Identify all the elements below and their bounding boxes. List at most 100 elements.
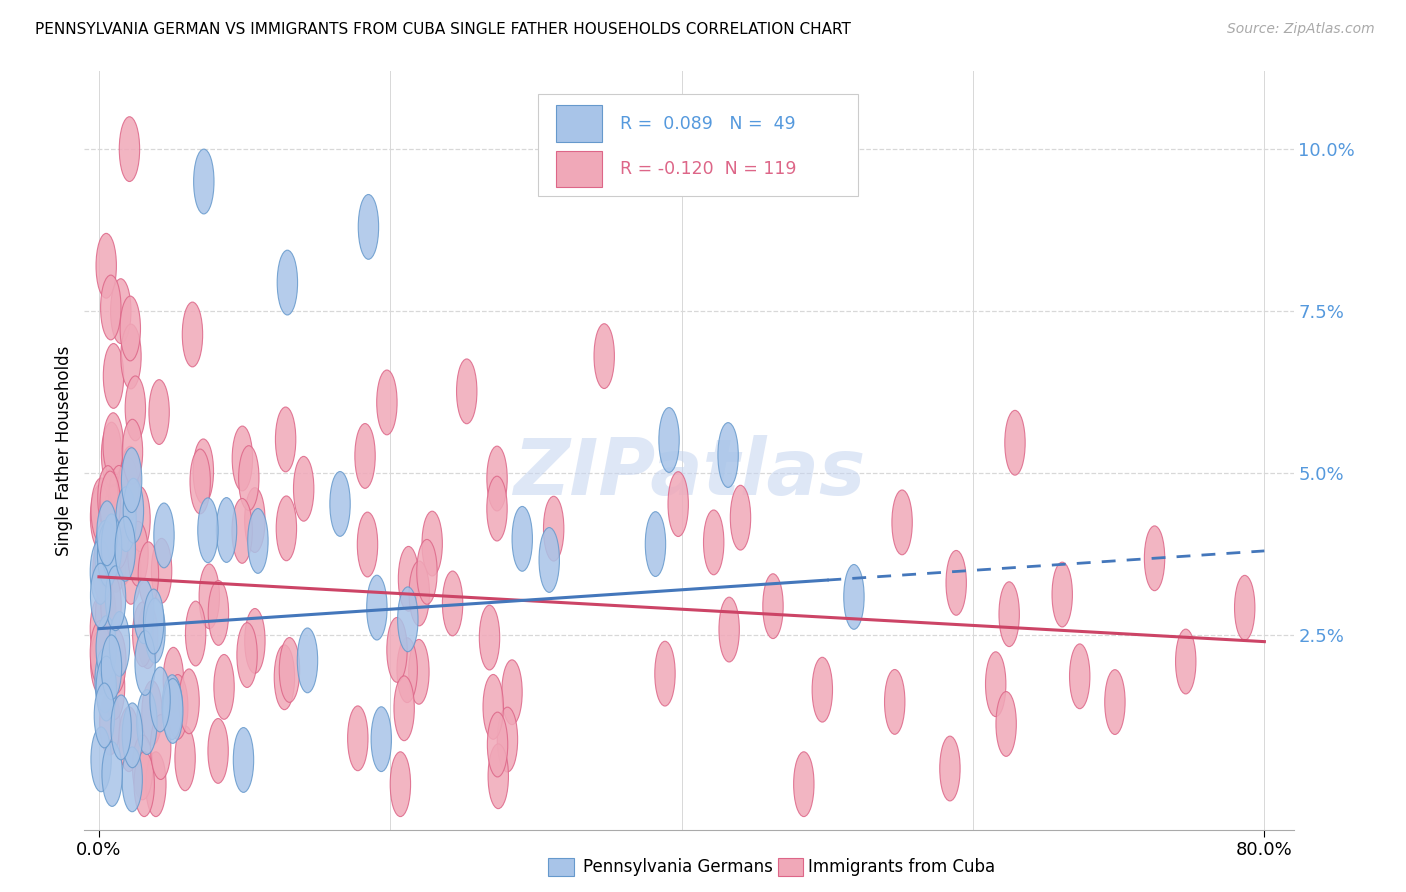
Ellipse shape bbox=[484, 674, 503, 739]
Ellipse shape bbox=[100, 690, 120, 756]
Ellipse shape bbox=[103, 343, 124, 409]
Ellipse shape bbox=[142, 681, 162, 746]
Ellipse shape bbox=[200, 564, 219, 629]
Ellipse shape bbox=[367, 575, 387, 640]
Ellipse shape bbox=[145, 599, 165, 663]
Ellipse shape bbox=[1052, 562, 1073, 627]
Ellipse shape bbox=[163, 679, 183, 743]
Ellipse shape bbox=[1070, 644, 1090, 709]
Ellipse shape bbox=[132, 602, 153, 666]
Ellipse shape bbox=[146, 752, 166, 816]
Ellipse shape bbox=[118, 706, 139, 772]
Ellipse shape bbox=[502, 660, 522, 724]
Ellipse shape bbox=[125, 376, 146, 441]
Ellipse shape bbox=[1005, 410, 1025, 475]
Ellipse shape bbox=[479, 605, 499, 670]
Ellipse shape bbox=[90, 540, 111, 605]
Ellipse shape bbox=[245, 488, 266, 552]
Ellipse shape bbox=[416, 540, 437, 604]
Ellipse shape bbox=[488, 712, 508, 777]
Ellipse shape bbox=[387, 617, 408, 682]
Ellipse shape bbox=[101, 469, 121, 534]
Ellipse shape bbox=[232, 499, 252, 563]
Ellipse shape bbox=[163, 648, 184, 712]
Ellipse shape bbox=[120, 117, 139, 182]
Ellipse shape bbox=[347, 706, 368, 771]
Ellipse shape bbox=[98, 466, 118, 531]
Ellipse shape bbox=[90, 621, 111, 685]
Ellipse shape bbox=[121, 540, 141, 604]
Ellipse shape bbox=[297, 628, 318, 693]
Text: Source: ZipAtlas.com: Source: ZipAtlas.com bbox=[1227, 22, 1375, 37]
Text: Immigrants from Cuba: Immigrants from Cuba bbox=[808, 858, 995, 876]
Ellipse shape bbox=[138, 541, 159, 607]
Ellipse shape bbox=[718, 423, 738, 487]
Ellipse shape bbox=[498, 707, 517, 772]
Ellipse shape bbox=[93, 537, 114, 602]
Ellipse shape bbox=[150, 714, 172, 780]
Ellipse shape bbox=[121, 448, 142, 513]
Ellipse shape bbox=[90, 597, 111, 661]
Ellipse shape bbox=[136, 690, 157, 755]
Text: PENNSYLVANIA GERMAN VS IMMIGRANTS FROM CUBA SINGLE FATHER HOUSEHOLDS CORRELATION: PENNSYLVANIA GERMAN VS IMMIGRANTS FROM C… bbox=[35, 22, 851, 37]
Ellipse shape bbox=[659, 408, 679, 473]
Ellipse shape bbox=[214, 655, 235, 719]
Ellipse shape bbox=[105, 527, 127, 592]
Ellipse shape bbox=[544, 496, 564, 561]
Ellipse shape bbox=[1175, 629, 1197, 694]
Ellipse shape bbox=[108, 466, 129, 530]
Y-axis label: Single Father Households: Single Father Households bbox=[55, 345, 73, 556]
Ellipse shape bbox=[103, 413, 124, 477]
Ellipse shape bbox=[97, 501, 117, 566]
Text: ZIPatlas: ZIPatlas bbox=[513, 435, 865, 511]
Ellipse shape bbox=[152, 539, 172, 603]
Ellipse shape bbox=[1105, 670, 1125, 734]
Ellipse shape bbox=[104, 485, 124, 550]
Ellipse shape bbox=[193, 439, 214, 504]
Ellipse shape bbox=[186, 601, 205, 666]
Ellipse shape bbox=[1144, 526, 1164, 591]
Ellipse shape bbox=[995, 691, 1017, 756]
Ellipse shape bbox=[274, 645, 295, 710]
Ellipse shape bbox=[110, 612, 129, 676]
Ellipse shape bbox=[94, 524, 115, 590]
Ellipse shape bbox=[96, 520, 115, 585]
Ellipse shape bbox=[763, 574, 783, 639]
Ellipse shape bbox=[398, 587, 418, 652]
Ellipse shape bbox=[138, 604, 157, 669]
Ellipse shape bbox=[398, 547, 419, 611]
Ellipse shape bbox=[409, 561, 429, 626]
Ellipse shape bbox=[94, 683, 115, 747]
Ellipse shape bbox=[233, 728, 253, 792]
Ellipse shape bbox=[354, 424, 375, 488]
Ellipse shape bbox=[96, 234, 117, 298]
Ellipse shape bbox=[179, 669, 200, 734]
Ellipse shape bbox=[357, 512, 378, 577]
Ellipse shape bbox=[96, 582, 115, 647]
Ellipse shape bbox=[488, 744, 509, 809]
Ellipse shape bbox=[486, 476, 508, 541]
Ellipse shape bbox=[167, 674, 188, 739]
FancyBboxPatch shape bbox=[538, 95, 858, 196]
Ellipse shape bbox=[183, 302, 202, 367]
Ellipse shape bbox=[668, 472, 689, 536]
Ellipse shape bbox=[122, 419, 142, 484]
Ellipse shape bbox=[1000, 582, 1019, 647]
Ellipse shape bbox=[730, 485, 751, 550]
Ellipse shape bbox=[813, 657, 832, 723]
Ellipse shape bbox=[703, 510, 724, 574]
Ellipse shape bbox=[101, 275, 121, 340]
Ellipse shape bbox=[194, 149, 214, 214]
Ellipse shape bbox=[396, 638, 418, 703]
Ellipse shape bbox=[1234, 575, 1256, 640]
Ellipse shape bbox=[330, 472, 350, 536]
Ellipse shape bbox=[394, 676, 415, 740]
Ellipse shape bbox=[280, 638, 299, 702]
Ellipse shape bbox=[149, 380, 169, 444]
Text: R =  0.089   N =  49: R = 0.089 N = 49 bbox=[620, 115, 796, 133]
Ellipse shape bbox=[718, 597, 740, 662]
Ellipse shape bbox=[108, 504, 129, 568]
Ellipse shape bbox=[986, 652, 1005, 716]
Ellipse shape bbox=[91, 727, 111, 792]
Ellipse shape bbox=[143, 589, 165, 654]
